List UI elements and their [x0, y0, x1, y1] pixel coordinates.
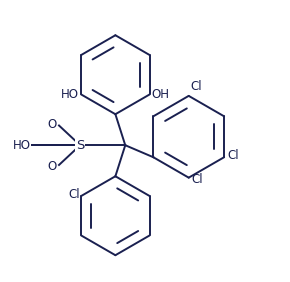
Text: OH: OH	[151, 88, 169, 101]
Text: HO: HO	[60, 88, 78, 101]
Text: Cl: Cl	[68, 188, 80, 201]
Text: Cl: Cl	[191, 173, 203, 186]
Text: Cl: Cl	[227, 149, 239, 162]
Text: S: S	[76, 139, 84, 152]
Text: O: O	[47, 160, 56, 173]
Text: O: O	[47, 118, 56, 131]
Text: HO: HO	[13, 139, 31, 152]
Text: Cl: Cl	[190, 80, 202, 93]
